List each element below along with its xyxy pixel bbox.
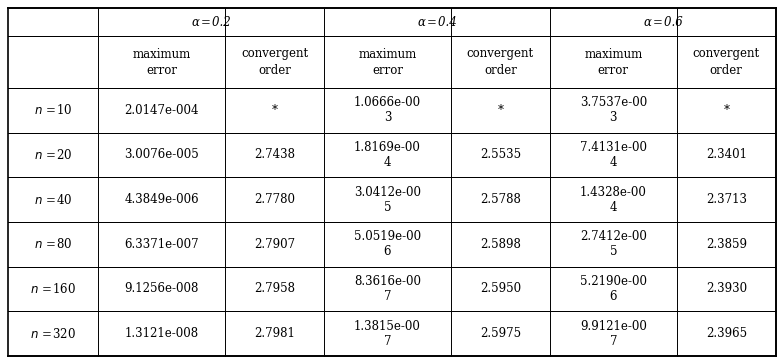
Text: 1.0666e-00
3: 1.0666e-00 3 [354,96,421,124]
Text: 4.3849e-006: 4.3849e-006 [125,193,199,206]
Text: maximum
error: maximum error [584,47,643,76]
Text: α = 0.2: α = 0.2 [192,16,230,28]
Text: $n$ = 20: $n$ = 20 [34,148,72,162]
Text: 2.3713: 2.3713 [706,193,747,206]
Text: $n$ = 160: $n$ = 160 [31,282,76,296]
Text: *: * [271,104,278,117]
Text: 9.9121e-00
7: 9.9121e-00 7 [580,320,647,348]
Text: 7.4131e-00
4: 7.4131e-00 4 [580,141,647,169]
Text: $n$ = 80: $n$ = 80 [34,237,72,251]
Text: 1.3121e-008: 1.3121e-008 [125,327,198,340]
Text: 2.7958: 2.7958 [254,282,295,296]
Text: 2.5950: 2.5950 [480,282,521,296]
Text: convergent
order: convergent order [241,47,308,76]
Text: *: * [724,104,729,117]
Text: maximum
error: maximum error [358,47,416,76]
Text: *: * [497,104,503,117]
Text: 2.7981: 2.7981 [254,327,295,340]
Text: $n$ = 40: $n$ = 40 [34,193,72,207]
Text: 2.7907: 2.7907 [254,238,295,251]
Text: 1.3815e-00
7: 1.3815e-00 7 [354,320,421,348]
Text: 2.5535: 2.5535 [480,149,521,162]
Text: 2.3930: 2.3930 [706,282,747,296]
Text: 3.0412e-00
5: 3.0412e-00 5 [354,186,421,214]
Text: 2.3401: 2.3401 [706,149,747,162]
Text: $n$ = 320: $n$ = 320 [31,327,76,341]
Text: 1.4328e-00
4: 1.4328e-00 4 [580,186,647,214]
Text: 2.0147e-004: 2.0147e-004 [125,104,199,117]
Text: 8.3616e-00
7: 8.3616e-00 7 [354,275,421,303]
Text: 2.5788: 2.5788 [480,193,521,206]
Text: 5.2190e-00
6: 5.2190e-00 6 [580,275,647,303]
Text: 2.5975: 2.5975 [480,327,521,340]
Text: α = 0.6: α = 0.6 [644,16,682,28]
Text: α = 0.4: α = 0.4 [418,16,456,28]
Text: 1.8169e-00
4: 1.8169e-00 4 [354,141,421,169]
Text: 2.3965: 2.3965 [706,327,747,340]
Text: 3.7537e-00
3: 3.7537e-00 3 [579,96,647,124]
Text: 2.3859: 2.3859 [706,238,747,251]
Text: 9.1256e-008: 9.1256e-008 [125,282,199,296]
Text: 2.7780: 2.7780 [254,193,295,206]
Text: 2.7438: 2.7438 [254,149,295,162]
Text: $n$ = 10: $n$ = 10 [34,103,72,117]
Text: convergent
order: convergent order [466,47,534,76]
Text: 5.0519e-00
6: 5.0519e-00 6 [354,230,421,258]
Text: 2.7412e-00
5: 2.7412e-00 5 [580,230,647,258]
Text: 6.3371e-007: 6.3371e-007 [125,238,199,251]
Text: convergent
order: convergent order [693,47,760,76]
Text: 2.5898: 2.5898 [480,238,521,251]
Text: maximum
error: maximum error [132,47,191,76]
Text: 3.0076e-005: 3.0076e-005 [124,149,199,162]
